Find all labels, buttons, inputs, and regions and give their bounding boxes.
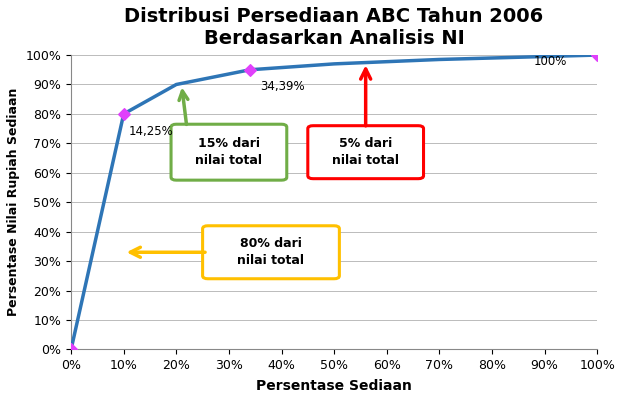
- Text: 5% dari
nilai total: 5% dari nilai total: [332, 137, 399, 167]
- FancyBboxPatch shape: [308, 126, 424, 179]
- FancyBboxPatch shape: [203, 226, 340, 279]
- Point: [66, 346, 76, 352]
- Title: Distribusi Persediaan ABC Tahun 2006
Berdasarkan Analisis NI: Distribusi Persediaan ABC Tahun 2006 Ber…: [124, 7, 544, 48]
- Point: [245, 66, 255, 73]
- Text: 34,39%: 34,39%: [261, 80, 305, 93]
- Point: [119, 111, 129, 117]
- X-axis label: Persentase Sediaan: Persentase Sediaan: [256, 379, 412, 393]
- FancyBboxPatch shape: [171, 124, 287, 180]
- Point: [592, 52, 602, 58]
- Text: 100%: 100%: [534, 55, 567, 68]
- Text: 15% dari
nilai total: 15% dari nilai total: [195, 137, 262, 167]
- Text: 14,25%: 14,25%: [129, 124, 174, 138]
- Text: 80% dari
nilai total: 80% dari nilai total: [238, 237, 305, 267]
- Y-axis label: Persentase Nilai Rupiah Sediaan: Persentase Nilai Rupiah Sediaan: [7, 88, 20, 316]
